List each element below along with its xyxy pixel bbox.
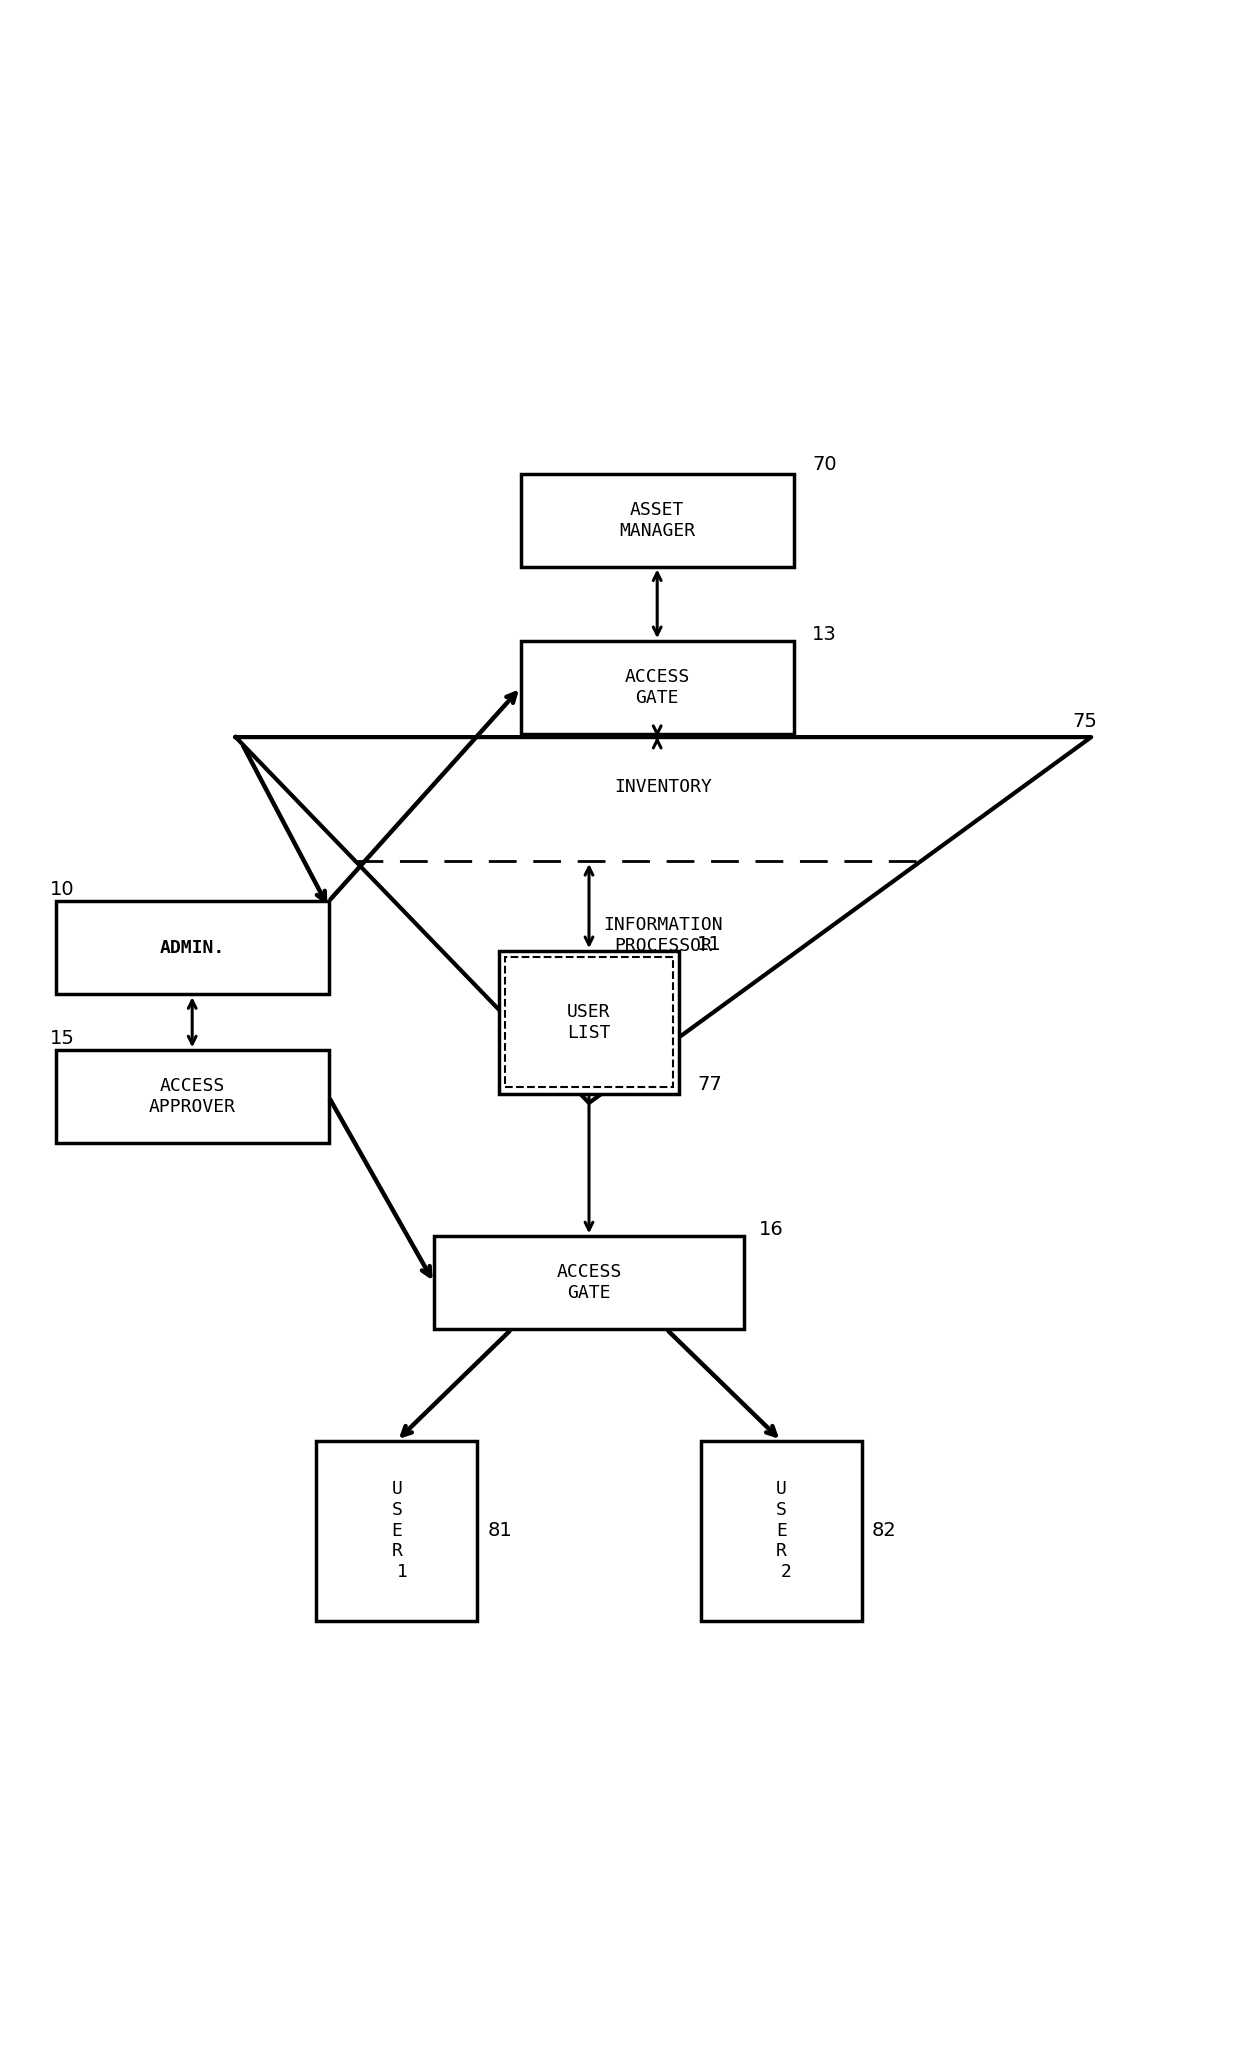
FancyBboxPatch shape [521,642,794,734]
FancyBboxPatch shape [701,1440,862,1621]
Text: USER
LIST: USER LIST [567,1004,611,1041]
FancyBboxPatch shape [434,1236,744,1329]
Text: 15: 15 [50,1028,74,1047]
FancyBboxPatch shape [56,901,329,994]
Text: ACCESS
APPROVER: ACCESS APPROVER [149,1078,236,1117]
FancyBboxPatch shape [521,473,794,566]
Text: ACCESS
GATE: ACCESS GATE [625,669,689,708]
Text: 82: 82 [872,1522,897,1541]
Text: INVENTORY: INVENTORY [615,778,712,796]
Text: U
S
E
R
 2: U S E R 2 [770,1481,792,1582]
Text: ASSET
MANAGER: ASSET MANAGER [619,500,696,539]
Text: 13: 13 [812,625,837,644]
Text: 77: 77 [697,1076,722,1094]
Text: 70: 70 [812,455,837,473]
FancyBboxPatch shape [498,950,680,1094]
Text: 11: 11 [697,934,722,954]
Text: 16: 16 [759,1220,784,1238]
Text: 75: 75 [1073,712,1097,732]
Text: U
S
E
R
 1: U S E R 1 [386,1481,408,1582]
Text: 81: 81 [487,1522,512,1541]
Text: INFORMATION
PROCESSOR: INFORMATION PROCESSOR [604,915,723,954]
Text: 10: 10 [50,880,74,899]
Text: ACCESS
GATE: ACCESS GATE [557,1263,621,1302]
FancyBboxPatch shape [56,1051,329,1144]
FancyBboxPatch shape [316,1440,477,1621]
Text: ADMIN.: ADMIN. [160,938,224,957]
